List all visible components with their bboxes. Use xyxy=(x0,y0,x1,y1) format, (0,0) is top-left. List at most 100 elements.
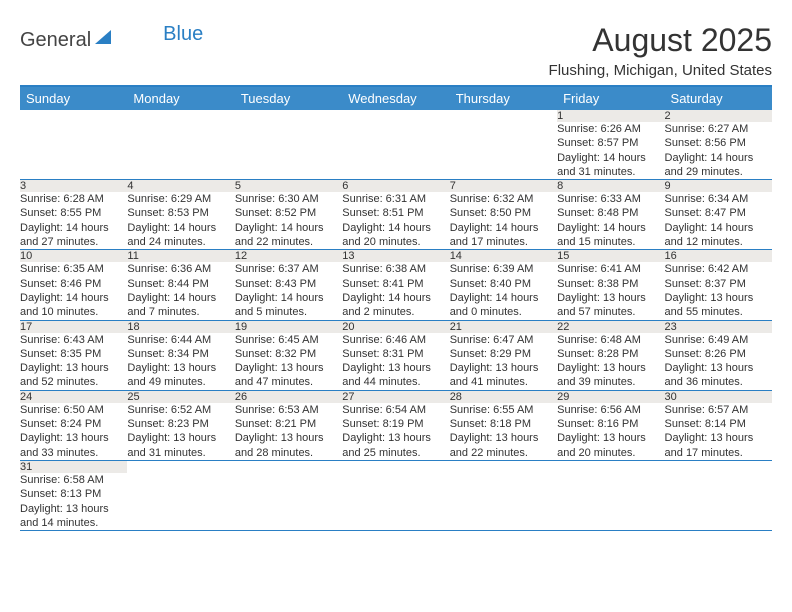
day-cell: Sunrise: 6:58 AMSunset: 8:13 PMDaylight:… xyxy=(20,473,127,531)
sunset-text: Sunset: 8:53 PM xyxy=(127,206,234,220)
sunrise-text: Sunrise: 6:44 AM xyxy=(127,333,234,347)
sunrise-text: Sunrise: 6:32 AM xyxy=(450,192,557,206)
day-number-row: 31 xyxy=(20,460,772,473)
day-number: 13 xyxy=(342,250,449,263)
day-number: 4 xyxy=(127,180,234,193)
sunset-text: Sunset: 8:26 PM xyxy=(665,347,772,361)
sunset-text: Sunset: 8:14 PM xyxy=(665,417,772,431)
day-number xyxy=(665,460,772,473)
sunrise-text: Sunrise: 6:57 AM xyxy=(665,403,772,417)
sunset-text: Sunset: 8:21 PM xyxy=(235,417,342,431)
logo-text-blue: Blue xyxy=(163,23,203,46)
sunset-text: Sunset: 8:46 PM xyxy=(20,277,127,291)
day-data-row: Sunrise: 6:26 AMSunset: 8:57 PMDaylight:… xyxy=(20,122,772,180)
daylight-text: Daylight: 14 hours xyxy=(20,291,127,305)
sunrise-text: Sunrise: 6:55 AM xyxy=(450,403,557,417)
day-number-row: 10111213141516 xyxy=(20,250,772,263)
sunrise-text: Sunrise: 6:56 AM xyxy=(557,403,664,417)
sunset-text: Sunset: 8:38 PM xyxy=(557,277,664,291)
weekday-header: Tuesday xyxy=(235,87,342,110)
day-cell: Sunrise: 6:42 AMSunset: 8:37 PMDaylight:… xyxy=(665,262,772,320)
day-number xyxy=(557,460,664,473)
header: General Blue August 2025 Flushing, Michi… xyxy=(20,22,772,79)
day-number xyxy=(450,110,557,122)
daylight-text-2: and 10 minutes. xyxy=(20,305,127,319)
day-number: 29 xyxy=(557,390,664,403)
sunset-text: Sunset: 8:41 PM xyxy=(342,277,449,291)
day-number: 1 xyxy=(557,110,664,122)
sunset-text: Sunset: 8:28 PM xyxy=(557,347,664,361)
sunset-text: Sunset: 8:40 PM xyxy=(450,277,557,291)
sunset-text: Sunset: 8:19 PM xyxy=(342,417,449,431)
weekday-header: Sunday xyxy=(20,87,127,110)
sunrise-text: Sunrise: 6:36 AM xyxy=(127,262,234,276)
day-data-row: Sunrise: 6:58 AMSunset: 8:13 PMDaylight:… xyxy=(20,473,772,531)
daylight-text-2: and 36 minutes. xyxy=(665,375,772,389)
day-number xyxy=(450,460,557,473)
daylight-text: Daylight: 14 hours xyxy=(665,151,772,165)
day-cell xyxy=(235,473,342,531)
day-cell: Sunrise: 6:53 AMSunset: 8:21 PMDaylight:… xyxy=(235,403,342,461)
day-number: 10 xyxy=(20,250,127,263)
daylight-text-2: and 17 minutes. xyxy=(450,235,557,249)
daylight-text: Daylight: 14 hours xyxy=(127,291,234,305)
day-cell xyxy=(342,122,449,180)
month-title: August 2025 xyxy=(549,22,772,59)
daylight-text: Daylight: 13 hours xyxy=(342,361,449,375)
daylight-text-2: and 49 minutes. xyxy=(127,375,234,389)
day-cell xyxy=(127,122,234,180)
sunrise-text: Sunrise: 6:28 AM xyxy=(20,192,127,206)
day-number: 20 xyxy=(342,320,449,333)
daylight-text-2: and 22 minutes. xyxy=(235,235,342,249)
day-cell: Sunrise: 6:29 AMSunset: 8:53 PMDaylight:… xyxy=(127,192,234,250)
daylight-text: Daylight: 13 hours xyxy=(20,502,127,516)
day-cell: Sunrise: 6:46 AMSunset: 8:31 PMDaylight:… xyxy=(342,333,449,391)
day-number xyxy=(235,460,342,473)
sunset-text: Sunset: 8:48 PM xyxy=(557,206,664,220)
day-cell: Sunrise: 6:45 AMSunset: 8:32 PMDaylight:… xyxy=(235,333,342,391)
logo-sail-icon xyxy=(93,28,115,52)
day-number-row: 3456789 xyxy=(20,180,772,193)
day-number: 26 xyxy=(235,390,342,403)
day-number: 8 xyxy=(557,180,664,193)
day-cell xyxy=(342,473,449,531)
daylight-text: Daylight: 13 hours xyxy=(557,431,664,445)
daylight-text: Daylight: 14 hours xyxy=(235,221,342,235)
day-cell xyxy=(450,473,557,531)
day-cell: Sunrise: 6:43 AMSunset: 8:35 PMDaylight:… xyxy=(20,333,127,391)
daylight-text: Daylight: 14 hours xyxy=(127,221,234,235)
day-cell: Sunrise: 6:27 AMSunset: 8:56 PMDaylight:… xyxy=(665,122,772,180)
sunrise-text: Sunrise: 6:50 AM xyxy=(20,403,127,417)
daylight-text: Daylight: 13 hours xyxy=(665,291,772,305)
day-number: 5 xyxy=(235,180,342,193)
day-number xyxy=(127,110,234,122)
day-number: 11 xyxy=(127,250,234,263)
day-cell: Sunrise: 6:31 AMSunset: 8:51 PMDaylight:… xyxy=(342,192,449,250)
daylight-text-2: and 28 minutes. xyxy=(235,446,342,460)
sunrise-text: Sunrise: 6:37 AM xyxy=(235,262,342,276)
weekday-header: Saturday xyxy=(665,87,772,110)
daylight-text: Daylight: 14 hours xyxy=(20,221,127,235)
daylight-text-2: and 47 minutes. xyxy=(235,375,342,389)
day-data-row: Sunrise: 6:28 AMSunset: 8:55 PMDaylight:… xyxy=(20,192,772,250)
day-cell: Sunrise: 6:49 AMSunset: 8:26 PMDaylight:… xyxy=(665,333,772,391)
day-cell: Sunrise: 6:38 AMSunset: 8:41 PMDaylight:… xyxy=(342,262,449,320)
day-cell: Sunrise: 6:32 AMSunset: 8:50 PMDaylight:… xyxy=(450,192,557,250)
daylight-text-2: and 17 minutes. xyxy=(665,446,772,460)
daylight-text: Daylight: 13 hours xyxy=(235,431,342,445)
daylight-text-2: and 41 minutes. xyxy=(450,375,557,389)
day-cell: Sunrise: 6:48 AMSunset: 8:28 PMDaylight:… xyxy=(557,333,664,391)
day-number: 6 xyxy=(342,180,449,193)
daylight-text: Daylight: 14 hours xyxy=(665,221,772,235)
location-subtitle: Flushing, Michigan, United States xyxy=(549,62,772,79)
weekday-header-row: SundayMondayTuesdayWednesdayThursdayFrid… xyxy=(20,87,772,110)
sunrise-text: Sunrise: 6:49 AM xyxy=(665,333,772,347)
calendar-table: SundayMondayTuesdayWednesdayThursdayFrid… xyxy=(20,87,772,531)
day-cell: Sunrise: 6:37 AMSunset: 8:43 PMDaylight:… xyxy=(235,262,342,320)
sunset-text: Sunset: 8:43 PM xyxy=(235,277,342,291)
day-cell xyxy=(450,122,557,180)
sunset-text: Sunset: 8:37 PM xyxy=(665,277,772,291)
weekday-header: Wednesday xyxy=(342,87,449,110)
day-number: 12 xyxy=(235,250,342,263)
sunrise-text: Sunrise: 6:34 AM xyxy=(665,192,772,206)
